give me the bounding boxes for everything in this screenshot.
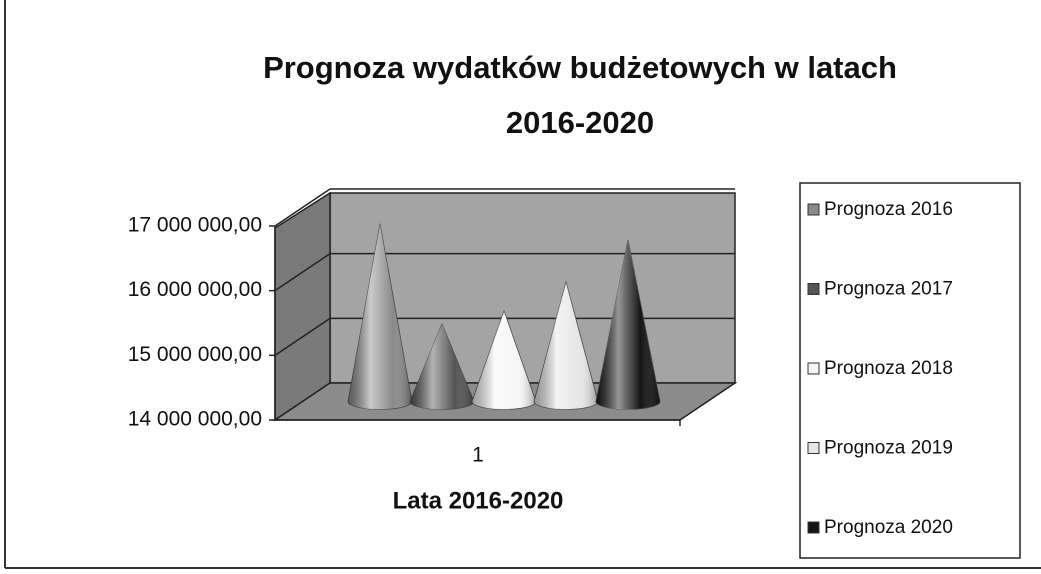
cone-shine	[348, 223, 412, 410]
legend-label: Prognoza 2019	[824, 438, 953, 459]
cone-shine	[596, 239, 660, 410]
grid-line	[274, 253, 331, 292]
legend-box	[799, 182, 1021, 559]
y-tick-label: 15 000 000,00	[128, 343, 262, 366]
chart-title: 2016-2020	[506, 105, 654, 140]
legend-label: Prognoza 2018	[824, 358, 953, 379]
x-tick-label: 1	[472, 444, 484, 467]
cone-shine	[472, 310, 536, 410]
grid-line	[274, 188, 331, 227]
legend-label: Prognoza 2020	[824, 517, 953, 538]
grid-line	[274, 317, 331, 356]
legend-swatch	[807, 203, 820, 216]
cone-shine	[410, 323, 474, 410]
x-axis-title: Lata 2016-2020	[393, 487, 564, 514]
legend-label: Prognoza 2016	[824, 199, 953, 220]
legend-swatch	[807, 283, 820, 295]
legend-label: Prognoza 2017	[824, 279, 953, 300]
legend-swatch	[807, 521, 820, 534]
y-tick-label: 16 000 000,00	[128, 278, 262, 301]
legend-swatch	[807, 442, 820, 454]
y-tick-label: 14 000 000,00	[128, 408, 262, 431]
cone-shine	[534, 281, 598, 410]
side-wall	[274, 191, 331, 422]
chart-title: Prognoza wydatków budżetowych w latach	[263, 50, 897, 85]
y-tick-label: 17 000 000,00	[128, 214, 262, 237]
legend-swatch	[807, 362, 820, 375]
